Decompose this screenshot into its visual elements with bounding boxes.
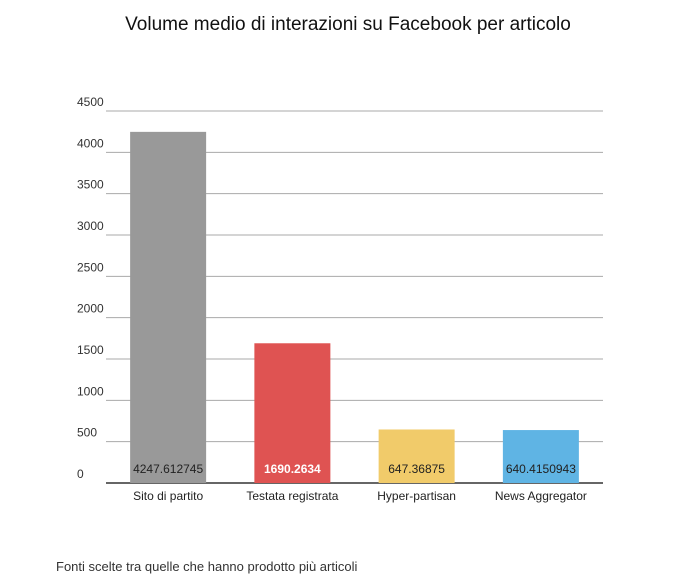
y-tick-label: 3000 <box>77 219 104 233</box>
bar <box>502 430 579 483</box>
bars <box>130 131 579 483</box>
bar <box>378 429 455 483</box>
x-category-label: Testata registrata <box>246 489 338 503</box>
bar <box>130 131 207 483</box>
labels: 0 500 1000 1500 2000 2500 3000 3500 4000 4500 4247… <box>77 95 587 503</box>
gridlines <box>106 110 603 484</box>
y-tick-label: 2000 <box>77 302 104 316</box>
bar-value-label: 1690.2634 <box>264 462 321 476</box>
y-tick-label: 4000 <box>77 136 104 150</box>
bar-value-label: 4247.612745 <box>133 462 203 476</box>
bar-value-label: 647.36875 <box>388 462 445 476</box>
y-tick-label: 1500 <box>77 343 104 357</box>
chart-title: Volume medio di interazioni su Facebook … <box>125 14 571 35</box>
x-category-label: Sito di partito <box>133 489 203 503</box>
bar <box>254 343 331 483</box>
footnote: Fonti scelte tra quelle che hanno prodot… <box>56 559 358 574</box>
x-category-label: News Aggregator <box>495 489 587 503</box>
y-tick-label: 2500 <box>77 260 104 274</box>
y-tick-label: 1000 <box>77 384 104 398</box>
y-tick-label: 3500 <box>77 178 104 192</box>
y-tick-label: 0 <box>77 467 84 481</box>
bar-value-label: 640.4150943 <box>506 462 576 476</box>
y-tick-label: 4500 <box>77 95 104 109</box>
x-category-label: Hyper-partisan <box>377 489 456 503</box>
y-tick-label: 500 <box>77 426 97 440</box>
